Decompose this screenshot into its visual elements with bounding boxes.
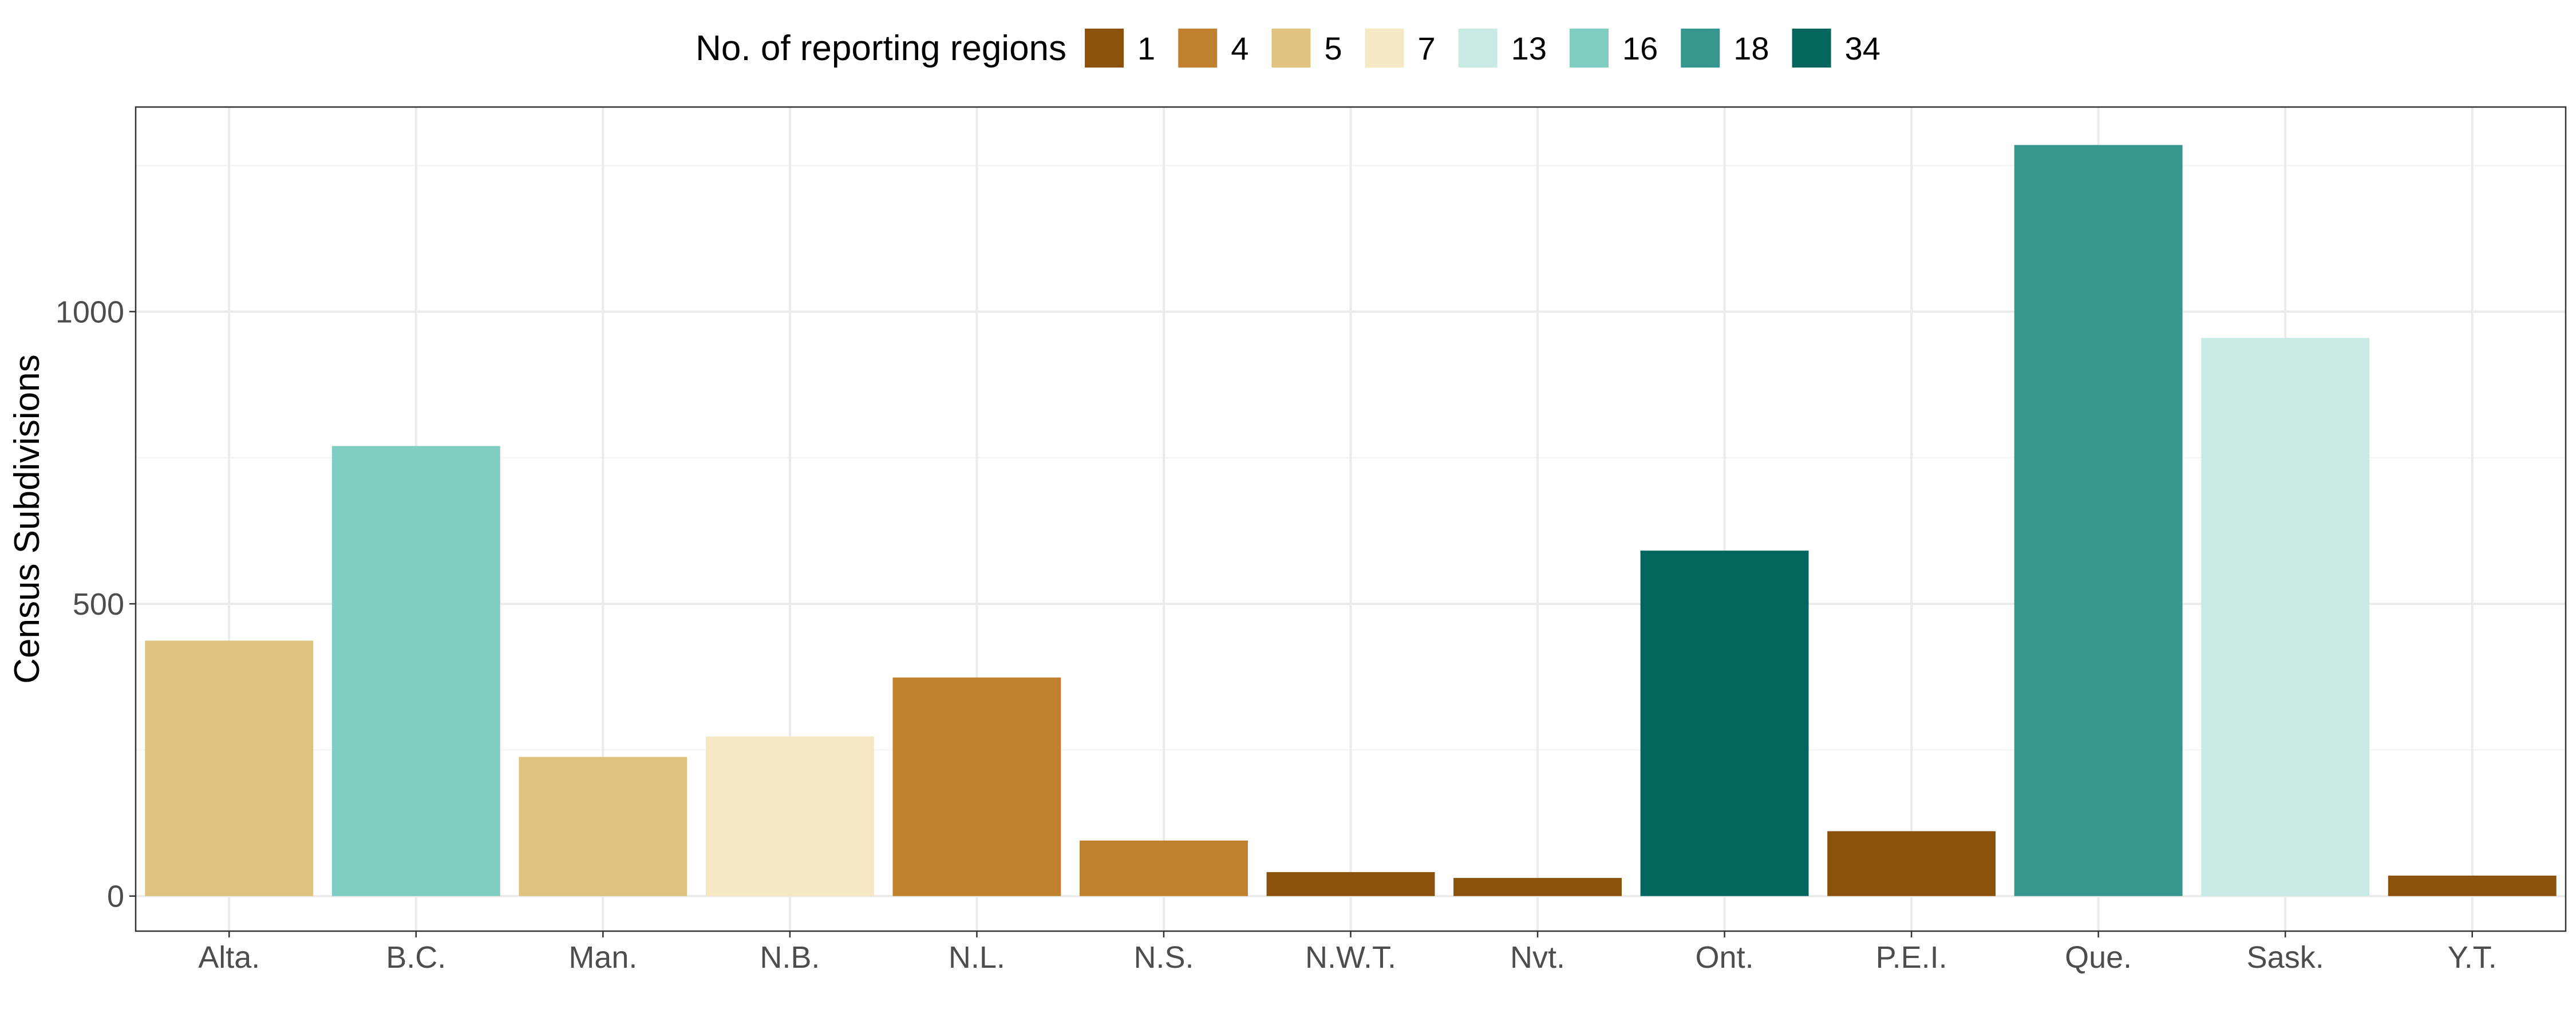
bar-nwt	[1266, 872, 1435, 896]
x-tick-label: Ont.	[1696, 940, 1754, 975]
x-tick-label: N.B.	[760, 940, 820, 975]
y-axis-title: Census Subdivisions	[7, 354, 47, 684]
legend-label-13: 13	[1511, 30, 1547, 66]
legend-key-4	[1178, 29, 1218, 68]
x-tick-label: Alta.	[198, 940, 260, 975]
x-tick-label: N.W.T.	[1305, 940, 1396, 975]
bar-pei	[1827, 831, 1996, 896]
legend-label-18: 18	[1733, 30, 1769, 66]
x-tick-label: Que.	[2065, 940, 2132, 975]
bar-alta	[145, 640, 314, 896]
x-tick-label: Man.	[568, 940, 637, 975]
bar-ns	[1080, 840, 1248, 896]
legend-label-34: 34	[1845, 30, 1880, 66]
legend-label-1: 1	[1137, 30, 1155, 66]
legend-key-34	[1792, 29, 1831, 68]
y-tick-label: 1000	[56, 295, 124, 329]
x-tick-label: B.C.	[386, 940, 446, 975]
bar-man	[519, 757, 688, 896]
x-tick-label: Nvt.	[1510, 940, 1565, 975]
legend-label-4: 4	[1231, 30, 1249, 66]
x-tick-label: Sask.	[2247, 940, 2324, 975]
x-tick-label: P.E.I.	[1876, 940, 1947, 975]
legend-key-13	[1458, 29, 1498, 68]
y-tick-label: 500	[73, 587, 124, 622]
legend-key-5	[1271, 29, 1311, 68]
y-axis: 0 500 1000	[56, 295, 136, 914]
bar-sask	[2201, 338, 2370, 896]
legend-label-7: 7	[1418, 30, 1436, 66]
bar-ont	[1640, 551, 1809, 896]
legend-key-7	[1365, 29, 1404, 68]
legend: No. of reporting regions 1 4 5 7 13 16 18 34	[696, 29, 1880, 68]
y-tick-label: 0	[107, 880, 124, 914]
bar-nvt	[1453, 878, 1622, 896]
bar-nb	[705, 736, 874, 896]
legend-label-16: 16	[1622, 30, 1658, 66]
x-tick-label: Y.T.	[2448, 940, 2497, 975]
bars	[145, 145, 2557, 896]
x-axis: Alta. B.C. Man. N.B. N.L. N.S. N.W.T. Nvt. Ont. P…	[198, 931, 2497, 975]
legend-title: No. of reporting regions	[696, 29, 1066, 68]
legend-label-5: 5	[1324, 30, 1342, 66]
bar-nl	[892, 677, 1061, 896]
bar-bc	[331, 446, 500, 896]
legend-key-18	[1681, 29, 1720, 68]
legend-key-1	[1085, 29, 1124, 68]
x-tick-label: N.S.	[1133, 940, 1194, 975]
legend-key-16	[1569, 29, 1609, 68]
bar-yt	[2388, 875, 2557, 896]
x-tick-label: N.L.	[949, 940, 1005, 975]
bar-que	[2014, 145, 2183, 896]
